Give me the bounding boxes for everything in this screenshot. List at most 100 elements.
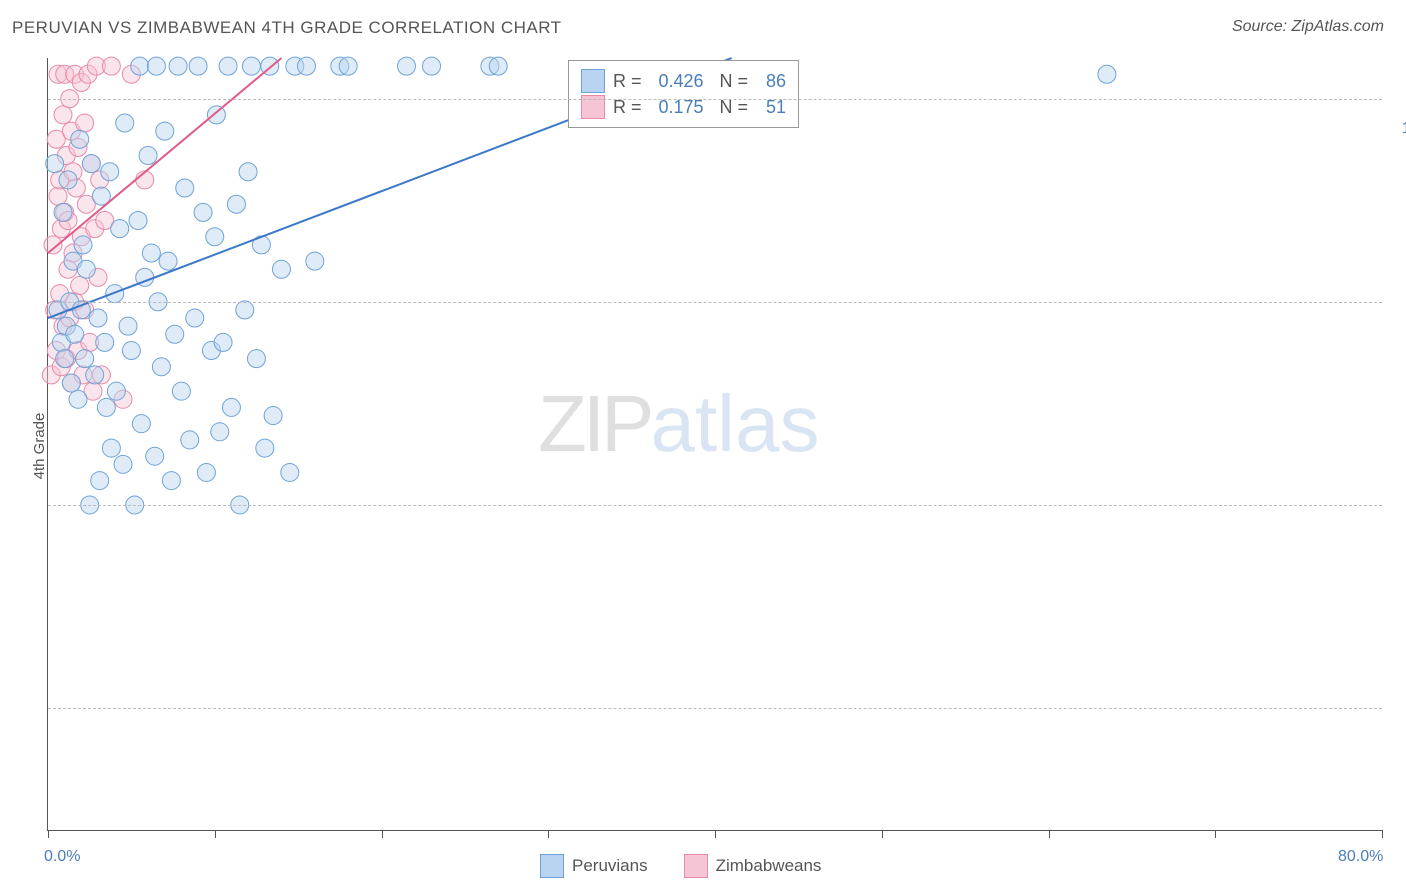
bottom-legend: Peruvians Zimbabweans [540, 854, 821, 878]
n-label: N = [720, 97, 749, 118]
x-tick-label: 0.0% [44, 848, 80, 866]
source-label: Source: ZipAtlas.com [1232, 18, 1384, 36]
scatter-point [194, 203, 212, 221]
scatter-point [214, 333, 232, 351]
scatter-point [181, 431, 199, 449]
scatter-point [116, 114, 134, 132]
scatter-point [71, 277, 89, 295]
scatter-point [97, 398, 115, 416]
y-tick-label: 92.5% [1392, 729, 1406, 747]
scatter-point [489, 57, 507, 75]
scatter-point [222, 398, 240, 416]
scatter-point [132, 415, 150, 433]
r-label: R = [613, 71, 642, 92]
scatter-point [66, 325, 84, 343]
n-value: 86 [756, 71, 786, 92]
scatter-point [86, 366, 104, 384]
scatter-point [227, 195, 245, 213]
gridline [48, 708, 1382, 709]
scatter-point [176, 179, 194, 197]
scatter-point [62, 374, 80, 392]
scatter-point [107, 382, 125, 400]
y-tick-label: 97.5% [1392, 323, 1406, 341]
scatter-point [146, 447, 164, 465]
scatter-point [147, 57, 165, 75]
scatter-point [423, 57, 441, 75]
scatter-point [82, 155, 100, 173]
scatter-point [159, 252, 177, 270]
scatter-point [166, 325, 184, 343]
scatter-point [59, 171, 77, 189]
scatter-point [264, 407, 282, 425]
chart-title: PERUVIAN VS ZIMBABWEAN 4TH GRADE CORRELA… [12, 18, 562, 38]
scatter-point [197, 463, 215, 481]
legend-label: Peruvians [572, 856, 648, 876]
x-tick [48, 830, 49, 838]
scatter-point [102, 57, 120, 75]
stats-row: R =0.426N =86 [581, 69, 786, 93]
scatter-point [129, 212, 147, 230]
x-tick [548, 830, 549, 838]
scatter-point [54, 203, 72, 221]
scatter-point [136, 171, 154, 189]
scatter-point [152, 358, 170, 376]
scatter-point [156, 122, 174, 140]
legend-swatch [684, 854, 708, 878]
x-tick [882, 830, 883, 838]
scatter-point [339, 57, 357, 75]
r-label: R = [613, 97, 642, 118]
scatter-point [242, 57, 260, 75]
scatter-point [131, 57, 149, 75]
scatter-point [89, 309, 107, 327]
scatter-point [272, 260, 290, 278]
x-tick [382, 830, 383, 838]
scatter-point [189, 57, 207, 75]
scatter-point [297, 57, 315, 75]
x-tick [215, 830, 216, 838]
plot-area: ZIPatlas R =0.426N =86R =0.175N =51 92.5… [47, 58, 1382, 831]
scatter-point [44, 236, 62, 254]
scatter-point [172, 382, 190, 400]
scatter-point [306, 252, 324, 270]
y-tick-label: 95.0% [1392, 526, 1406, 544]
scatter-point [247, 350, 265, 368]
chart-svg [48, 58, 1382, 830]
gridline [48, 302, 1382, 303]
scatter-point [56, 350, 74, 368]
scatter-point [169, 57, 187, 75]
scatter-point [74, 236, 92, 254]
scatter-point [256, 439, 274, 457]
scatter-point [91, 472, 109, 490]
scatter-point [186, 309, 204, 327]
scatter-point [76, 114, 94, 132]
scatter-point [211, 423, 229, 441]
gridline [48, 505, 1382, 506]
x-tick [715, 830, 716, 838]
legend-swatch [540, 854, 564, 878]
scatter-point [46, 155, 64, 173]
swatch [581, 69, 605, 93]
scatter-point [162, 472, 180, 490]
scatter-point [69, 390, 87, 408]
scatter-point [236, 301, 254, 319]
y-tick-label: 100.0% [1392, 120, 1406, 138]
scatter-point [102, 439, 120, 457]
y-axis-label: 4th Grade [31, 413, 48, 480]
scatter-point [207, 106, 225, 124]
scatter-point [122, 342, 140, 360]
scatter-point [281, 463, 299, 481]
x-tick-label: 80.0% [1338, 848, 1383, 866]
stats-box: R =0.426N =86R =0.175N =51 [568, 60, 799, 128]
scatter-point [71, 130, 89, 148]
scatter-point [111, 220, 129, 238]
scatter-point [219, 57, 237, 75]
x-tick [1215, 830, 1216, 838]
scatter-point [114, 455, 132, 473]
scatter-point [96, 333, 114, 351]
scatter-point [139, 147, 157, 165]
scatter-point [1098, 65, 1116, 83]
x-tick [1049, 830, 1050, 838]
scatter-point [54, 106, 72, 124]
legend-label: Zimbabweans [716, 856, 822, 876]
n-label: N = [720, 71, 749, 92]
